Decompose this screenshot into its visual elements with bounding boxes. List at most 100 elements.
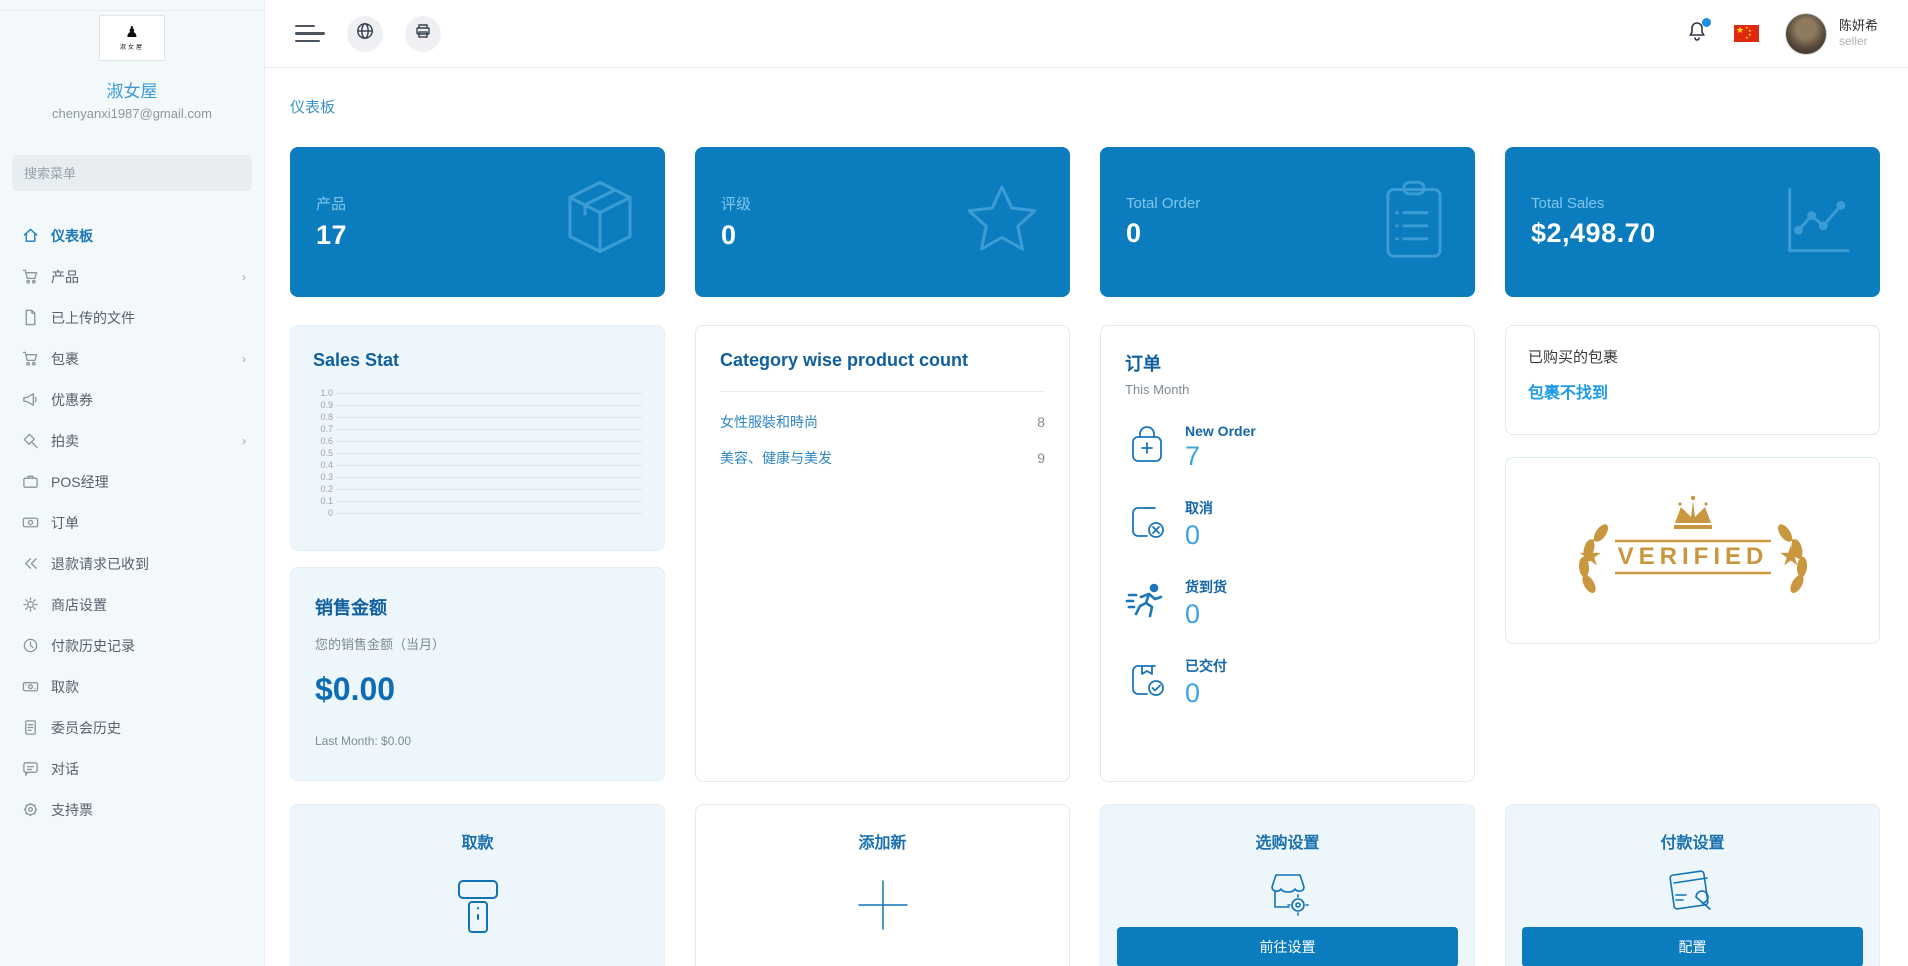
sidebar-item-9[interactable]: 商店设置 bbox=[0, 584, 264, 625]
visit-website-button[interactable] bbox=[347, 15, 383, 52]
sales-amount-value: $0.00 bbox=[315, 671, 396, 707]
y-tick-label: 0.5 bbox=[320, 448, 333, 458]
sidebar-item-1[interactable]: 产品 › bbox=[0, 256, 264, 297]
order-stat-value: 0 bbox=[1185, 599, 1201, 629]
stat-value: 0 bbox=[1126, 218, 1142, 248]
sidebar-item-8[interactable]: 退款请求已收到 bbox=[0, 543, 264, 584]
orders-card: 订单 This Month New Order 7 取消 0 货到货 0 已交付 0 bbox=[1100, 325, 1475, 782]
sidebar-item-label: 对话 bbox=[51, 760, 79, 777]
go-to-settings-button[interactable]: 前往设置 bbox=[1117, 927, 1458, 966]
verified-badge: ★ VERIFIED ★ bbox=[1578, 495, 1807, 593]
chart-tick-row: 0.8 bbox=[313, 411, 642, 423]
sidebar-item-5[interactable]: 拍卖 › bbox=[0, 420, 264, 461]
pos-button[interactable] bbox=[405, 15, 441, 52]
sales-amount-title: 销售金额 bbox=[315, 598, 387, 618]
language-flag-china[interactable]: ★ ★ ★ ★ ★ bbox=[1733, 25, 1759, 42]
sidebar-item-label: 支持票 bbox=[51, 801, 93, 818]
sidebar-item-label: 商店设置 bbox=[51, 596, 107, 613]
sidebar-item-label: 产品 bbox=[51, 268, 79, 285]
sidebar-item-2[interactable]: 已上传的文件 bbox=[0, 297, 264, 338]
ticket-icon bbox=[22, 801, 39, 818]
sidebar-item-label: 仪表板 bbox=[51, 227, 93, 244]
user-meta[interactable]: 陈妍希 seller bbox=[1839, 18, 1878, 49]
money-icon bbox=[22, 678, 39, 695]
category-count-card: Category wise product count 女性服裝和時尚 8 美容、健… bbox=[695, 325, 1070, 782]
sidebar-item-11[interactable]: 取款 bbox=[0, 666, 264, 707]
refund-icon bbox=[22, 555, 39, 572]
order-stat-value: 0 bbox=[1185, 678, 1201, 708]
sidebar-item-13[interactable]: 对话 bbox=[0, 748, 264, 789]
category-row[interactable]: 女性服裝和時尚 8 bbox=[720, 398, 1045, 434]
sidebar-item-14[interactable]: 支持票 bbox=[0, 789, 264, 830]
sidebar-item-label: POS经理 bbox=[51, 473, 109, 490]
chart-tick-row: 0 bbox=[313, 507, 642, 519]
user-role: seller bbox=[1838, 34, 1868, 49]
shop-logo[interactable]: ♟ 淑女屋 bbox=[0, 10, 264, 69]
payment-settings-card: 付款设置 配置 bbox=[1505, 804, 1880, 966]
shop-logo-icon: ♟ bbox=[125, 24, 139, 41]
category-count: 8 bbox=[1037, 414, 1045, 430]
shop-settings-card: 选购设置 前往设置 bbox=[1100, 804, 1475, 966]
sidebar-item-6[interactable]: POS经理 bbox=[0, 461, 264, 502]
category-row[interactable]: 美容、健康与美发 9 bbox=[720, 434, 1045, 470]
cash-icon bbox=[22, 514, 39, 531]
gridline bbox=[337, 440, 642, 442]
category-name: 女性服裝和時尚 bbox=[720, 414, 818, 430]
chat-icon bbox=[22, 760, 39, 777]
sidebar-item-3[interactable]: 包裹 › bbox=[0, 338, 264, 379]
globe-icon bbox=[356, 22, 374, 45]
y-tick-label: 1.0 bbox=[320, 388, 333, 398]
stat-label: Total Sales bbox=[1531, 195, 1605, 212]
gridline bbox=[337, 416, 642, 418]
y-tick-label: 0.7 bbox=[320, 424, 333, 434]
sidebar-item-7[interactable]: 订单 bbox=[0, 502, 264, 543]
runner-icon bbox=[1125, 579, 1171, 628]
sidebar-item-10[interactable]: 付款历史记录 bbox=[0, 625, 264, 666]
sidebar-item-12[interactable]: 委员会历史 bbox=[0, 707, 264, 748]
user-avatar[interactable] bbox=[1784, 12, 1827, 55]
hamburger-menu-icon[interactable] bbox=[295, 20, 325, 48]
orders-subtitle: This Month bbox=[1125, 382, 1190, 397]
document-icon bbox=[22, 719, 39, 736]
sidebar-item-0[interactable]: 仪表板 bbox=[0, 215, 264, 256]
cart-icon bbox=[22, 268, 39, 285]
order-stat-label: 已交付 bbox=[1185, 658, 1227, 674]
stat-card-products[interactable]: 产品 17 bbox=[290, 147, 665, 297]
gridline bbox=[337, 404, 642, 406]
bell-icon bbox=[1686, 22, 1708, 46]
chevron-right-icon: › bbox=[242, 351, 246, 366]
category-name: 美容、健康与美发 bbox=[720, 450, 832, 466]
divider bbox=[720, 391, 1045, 392]
sales-amount-card: 销售金额 您的销售金额（当月） $0.00 Last Month: $0.00 bbox=[290, 567, 665, 781]
stat-value: $2,498.70 bbox=[1531, 218, 1656, 248]
sales-stat-card: Sales Stat 1.0 0.9 0.8 0.7 0.6 0.5 0.4 0.3 0.2 0.… bbox=[290, 325, 665, 551]
verified-badge-card: ★ VERIFIED ★ bbox=[1505, 457, 1880, 644]
menu-search-input[interactable] bbox=[12, 155, 252, 191]
clock-icon bbox=[22, 637, 39, 654]
order-stat-row: 取消 0 bbox=[1125, 498, 1450, 551]
y-tick-label: 0.6 bbox=[320, 436, 333, 446]
add-new-card[interactable]: 添加新 bbox=[695, 804, 1070, 966]
sidebar-item-4[interactable]: 优惠券 bbox=[0, 379, 264, 420]
gavel-icon bbox=[22, 432, 39, 449]
notifications-button[interactable] bbox=[1686, 18, 1711, 47]
withdraw-card[interactable]: 取款 bbox=[290, 804, 665, 966]
stat-card-rating[interactable]: 评级 0 bbox=[695, 147, 1070, 297]
bag-plus-icon bbox=[1125, 423, 1171, 472]
stat-card-total-sales[interactable]: Total Sales $2,498.70 bbox=[1505, 147, 1880, 297]
order-stat-row: 已交付 0 bbox=[1125, 656, 1450, 709]
briefcase-icon bbox=[22, 473, 39, 490]
order-stat-label: 取消 bbox=[1185, 500, 1213, 516]
megaphone-icon bbox=[22, 391, 39, 408]
chart-tick-row: 0.5 bbox=[313, 447, 642, 459]
gear-icon bbox=[22, 596, 39, 613]
stat-cards-row: 产品 17 评级 0 bbox=[290, 147, 1880, 325]
configure-button[interactable]: 配置 bbox=[1522, 927, 1863, 966]
stat-card-total-order[interactable]: Total Order 0 bbox=[1100, 147, 1475, 297]
sidebar-item-label: 拍卖 bbox=[51, 432, 79, 449]
package-not-found-link[interactable]: 包裹不找到 bbox=[1528, 385, 1609, 402]
gridline bbox=[337, 464, 642, 466]
stat-value: 17 bbox=[316, 220, 348, 250]
sales-stat-chart: 1.0 0.9 0.8 0.7 0.6 0.5 0.4 0.3 0.2 0.1 0 bbox=[313, 387, 642, 519]
